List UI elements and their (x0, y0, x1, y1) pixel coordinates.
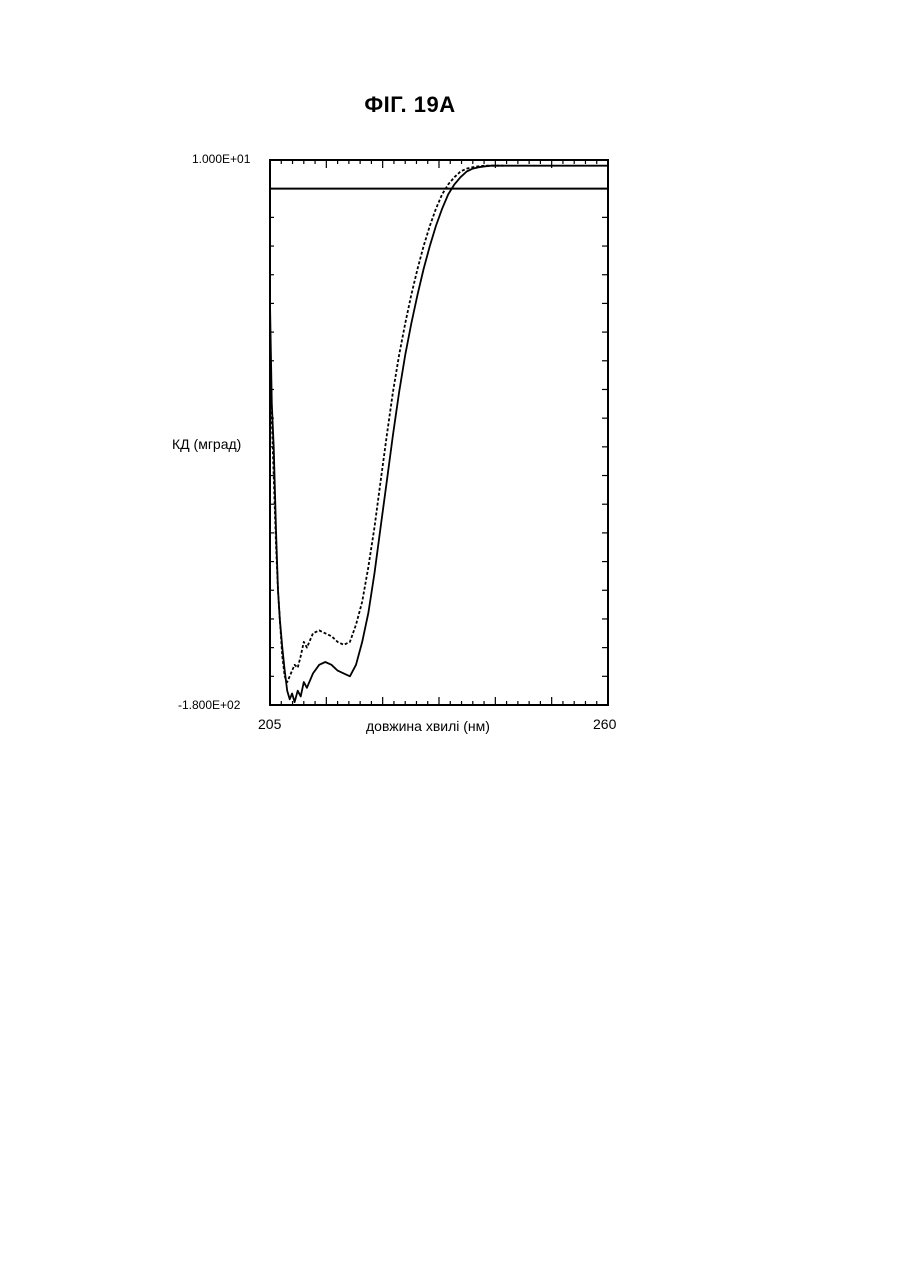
y-tick-label-max: 1.000E+01 (192, 152, 250, 166)
y-tick-label-min: -1.800E+02 (178, 698, 240, 712)
y-axis-label: КД (мград) (172, 436, 241, 452)
axis-ticks (270, 160, 608, 705)
series-layer (270, 166, 608, 702)
plot-frame (270, 160, 608, 705)
x-tick-label-max: 260 (593, 716, 616, 732)
series-line-dashed (270, 166, 504, 682)
series-line-solid (270, 166, 608, 702)
x-axis-label: довжина хвилі (нм) (366, 718, 490, 734)
x-tick-label-min: 205 (258, 716, 281, 732)
